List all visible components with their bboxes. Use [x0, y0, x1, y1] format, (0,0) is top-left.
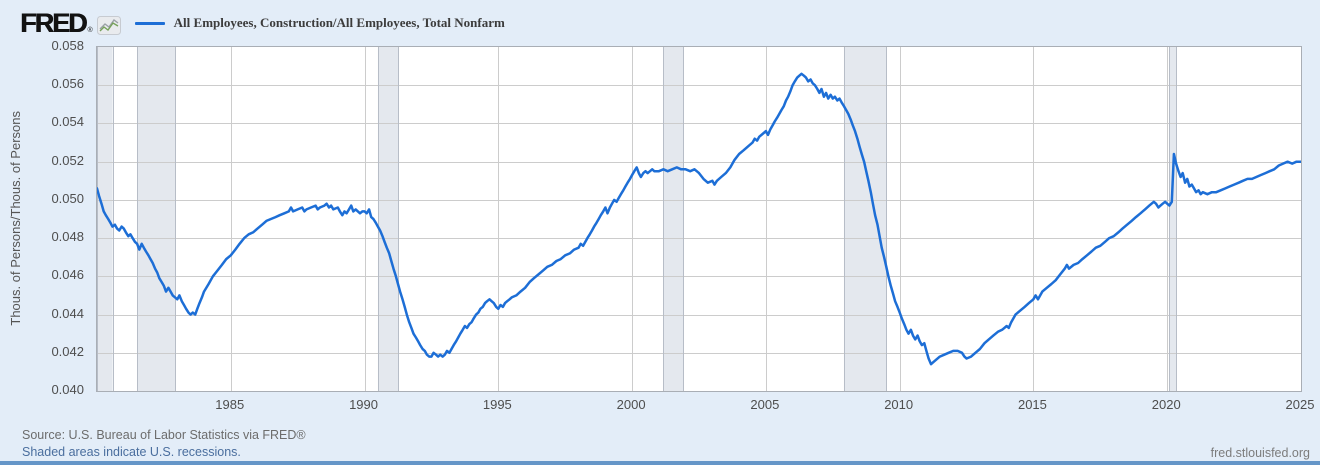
fred-logo[interactable]: FRED ® [20, 8, 121, 38]
x-tick-label: 1995 [482, 397, 512, 412]
y-tick-label: 0.044 [51, 305, 84, 321]
chart-legend: All Employees, Construction/All Employee… [134, 15, 505, 31]
recession-band [97, 47, 113, 391]
registered-trademark: ® [87, 27, 93, 34]
x-tick-label: 2000 [616, 397, 646, 412]
recession-band [1169, 47, 1177, 391]
fred-logo-text: FRED [20, 8, 87, 38]
bottom-accent-bar [0, 461, 1320, 465]
y-tick-label: 0.056 [51, 76, 84, 92]
y-tick-label: 0.058 [51, 38, 84, 53]
x-tick-label: 1985 [215, 397, 245, 412]
x-tick-label: 1990 [349, 397, 378, 412]
chart-plot-area[interactable] [96, 46, 1302, 392]
recessions-note-link[interactable]: Shaded areas indicate U.S. recessions. [22, 445, 241, 459]
fred-sparkline-icon [96, 16, 121, 35]
y-tick-label: 0.050 [51, 190, 84, 206]
data-line [97, 72, 1301, 366]
x-tick-label: 2015 [1017, 397, 1047, 412]
recession-band [137, 47, 176, 391]
fred-site-link[interactable]: fred.stlouisfed.org [1210, 446, 1310, 460]
y-tick-label: 0.048 [51, 229, 84, 245]
y-axis-title: Thous. of Persons/Thous. of Persons [7, 110, 23, 326]
source-attribution: Source: U.S. Bureau of Labor Statistics … [22, 428, 306, 442]
x-tick-label: 2005 [750, 397, 780, 412]
x-tick-label: 2020 [1151, 397, 1181, 412]
y-tick-label: 0.040 [51, 382, 84, 397]
y-tick-label: 0.046 [51, 267, 84, 283]
y-axis-title-box: Thous. of Persons/Thous. of Persons [2, 46, 28, 390]
x-tick-label: 2010 [884, 397, 914, 412]
recession-band [663, 47, 684, 391]
chart-svg [97, 47, 1301, 391]
y-tick-label: 0.052 [51, 152, 84, 168]
y-tick-label: 0.042 [51, 343, 84, 359]
recession-band [843, 47, 887, 391]
recession-band [377, 47, 398, 391]
legend-series-label: All Employees, Construction/All Employee… [173, 15, 505, 30]
x-tick-label: 2025 [1285, 397, 1315, 412]
legend-line-marker [134, 21, 165, 25]
y-tick-label: 0.054 [51, 114, 84, 130]
chart-header: FRED ® All Employees, Construction/All E… [20, 7, 505, 39]
